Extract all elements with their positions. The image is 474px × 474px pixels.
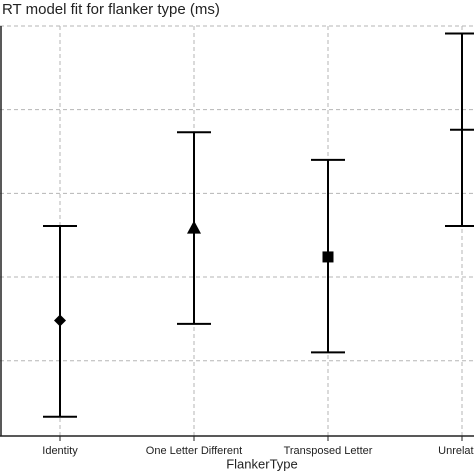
point <box>54 314 66 327</box>
x-axis-label: FlankerType <box>226 456 298 471</box>
x-tick-label: Identity <box>42 445 78 457</box>
point <box>322 251 334 263</box>
x-tick-label: Transposed Letter <box>284 445 373 457</box>
x-tick-label: One Letter Different <box>146 445 242 457</box>
chart-title: RT model fit for flanker type (ms) <box>2 1 220 18</box>
point <box>187 220 201 234</box>
x-tick-label: Unrelated <box>438 445 474 457</box>
